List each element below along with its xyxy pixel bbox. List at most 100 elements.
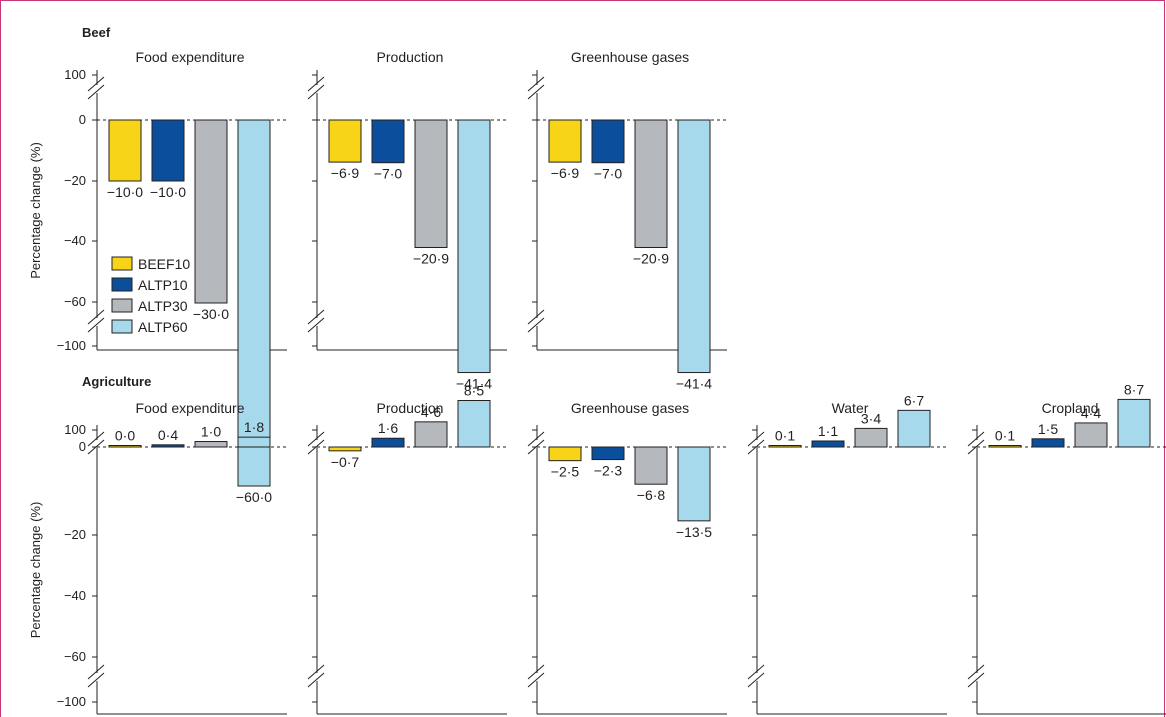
- data-label-altp60: −60·0: [236, 489, 272, 505]
- bar-beef10: [328, 446, 362, 452]
- data-label-altp10: −7·0: [594, 166, 623, 182]
- y-tick-label: 100: [64, 422, 86, 437]
- axis-break-mark: [307, 664, 325, 680]
- bar-altp30: [634, 119, 668, 248]
- y-tick-label: −60: [64, 649, 86, 664]
- bar-altp60: [237, 119, 271, 487]
- data-label-altp60: −41·4: [676, 376, 712, 392]
- bar-altp30: [414, 421, 448, 448]
- axis-break-mark: [527, 664, 545, 680]
- axis-break-mark: [967, 431, 985, 447]
- axis-break-mark: [747, 664, 765, 680]
- bar-beef10: [548, 446, 582, 462]
- bar-altp10: [591, 119, 625, 164]
- y-axis-label: Percentage change (%): [28, 142, 43, 279]
- panel-agriculture-3: [747, 409, 947, 715]
- data-label-beef10: 0·1: [775, 428, 795, 444]
- axis-break-mark: [87, 309, 105, 325]
- data-label-altp30: 3·4: [861, 410, 881, 426]
- bar-altp60: [897, 409, 931, 448]
- bar-altp10: [151, 444, 185, 448]
- legend-swatch-altp30: [111, 298, 133, 313]
- bar-beef10: [988, 445, 1022, 448]
- panel-agriculture-2: [527, 425, 727, 715]
- panel-title: Food expenditure: [136, 400, 245, 416]
- panel-beef-1: [307, 70, 507, 374]
- panel-title: Food expenditure: [136, 49, 245, 65]
- data-label-altp30: −20·9: [413, 250, 449, 266]
- data-label-altp60: 1·8: [244, 419, 264, 435]
- bar-beef10: [768, 445, 802, 448]
- section-title-beef: Beef: [82, 25, 111, 40]
- axis-break-mark: [747, 431, 765, 447]
- data-label-altp30: −6·8: [637, 487, 666, 503]
- panel-title: Cropland: [1042, 400, 1099, 416]
- bar-altp30: [1074, 422, 1108, 448]
- bar-altp10: [371, 119, 405, 164]
- panel-agriculture-0: [87, 425, 287, 715]
- legend: [111, 256, 133, 334]
- data-label-altp30: 4·4: [1081, 405, 1101, 421]
- axis-break-mark: [307, 309, 325, 325]
- y-tick-label: −20: [64, 173, 86, 188]
- legend-label-beef10: BEEF10: [138, 256, 190, 272]
- bar-beef10: [548, 119, 582, 163]
- data-label-altp10: −10·0: [150, 184, 186, 200]
- data-label-beef10: −2·5: [551, 464, 580, 480]
- axis-break-mark: [87, 317, 105, 333]
- panel-title: Production: [377, 49, 444, 65]
- axis-break-mark: [87, 672, 105, 688]
- bar-altp60: [1117, 398, 1151, 448]
- bar-altp10: [811, 440, 845, 448]
- bar-altp60: [677, 119, 711, 374]
- legend-label-altp10: ALTP10: [138, 277, 188, 293]
- y-tick-label: 0: [79, 439, 86, 454]
- panel-title: Water: [832, 400, 869, 416]
- axis-break-mark: [307, 76, 325, 92]
- bar-altp30: [634, 446, 668, 485]
- data-label-altp10: −2·3: [594, 463, 623, 479]
- data-label-altp60: −13·5: [676, 524, 712, 540]
- legend-swatch-beef10: [111, 256, 133, 271]
- axis-break-mark: [307, 317, 325, 333]
- data-label-altp10: −7·0: [374, 166, 403, 182]
- axis-break-mark: [307, 431, 325, 447]
- data-label-beef10: 0·1: [995, 428, 1015, 444]
- bar-altp30: [414, 119, 448, 248]
- axis-break-mark: [87, 76, 105, 92]
- bar-altp10: [151, 119, 185, 182]
- section-title-agriculture: Agriculture: [82, 374, 151, 389]
- bar-beef10: [328, 119, 362, 163]
- data-label-beef10: −6·9: [551, 165, 580, 181]
- panel-agriculture-1: [307, 400, 507, 715]
- data-label-altp10: 0·4: [158, 427, 178, 443]
- legend-label-altp60: ALTP60: [138, 319, 188, 335]
- data-label-beef10: −6·9: [331, 165, 360, 181]
- data-label-altp60: 8·7: [1124, 381, 1144, 397]
- panel-beef-0: [87, 70, 287, 487]
- axis-break-mark: [307, 672, 325, 688]
- bar-altp30: [194, 441, 228, 448]
- axis-break-mark: [527, 431, 545, 447]
- data-label-altp30: −20·9: [633, 250, 669, 266]
- bar-altp10: [591, 446, 625, 461]
- panel-beef-2: [527, 70, 727, 374]
- axis-break-mark: [527, 76, 545, 92]
- y-tick-label: 0: [79, 112, 86, 127]
- data-label-altp10: 1·5: [1038, 421, 1058, 437]
- bar-altp60: [457, 400, 491, 448]
- y-tick-label: −100: [57, 338, 86, 353]
- data-label-altp60: 6·7: [904, 392, 924, 408]
- bar-altp60: [457, 119, 491, 374]
- panel-agriculture-4: [967, 398, 1166, 715]
- legend-label-altp30: ALTP30: [138, 298, 188, 314]
- bar-altp30: [854, 427, 888, 448]
- legend-swatch-altp10: [111, 277, 133, 292]
- bar-altp60: [677, 446, 711, 522]
- panel-title: Greenhouse gases: [571, 400, 689, 416]
- y-tick-label: −100: [57, 694, 86, 709]
- bar-beef10: [108, 119, 142, 182]
- panel-title: Greenhouse gases: [571, 49, 689, 65]
